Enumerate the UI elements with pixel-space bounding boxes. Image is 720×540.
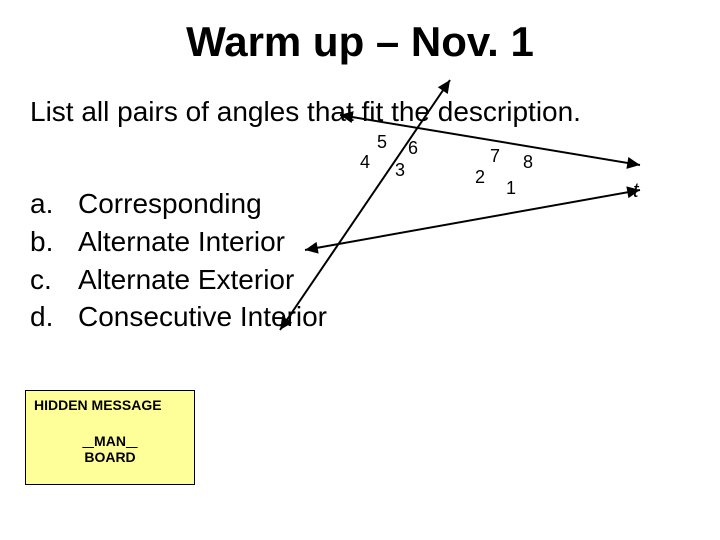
angle-label: 5 xyxy=(377,132,387,153)
list-item: c. Alternate Exterior xyxy=(30,261,327,299)
angle-label: 4 xyxy=(360,152,370,173)
list-letter: a. xyxy=(30,185,78,223)
list-letter: c. xyxy=(30,261,78,299)
subtitle: List all pairs of angles that fit the de… xyxy=(30,96,581,128)
list-text: Corresponding xyxy=(78,185,262,223)
hidden-message-line2: BOARD xyxy=(84,449,135,465)
list-item: b. Alternate Interior xyxy=(30,223,327,261)
angle-label: 6 xyxy=(408,138,418,159)
angle-label: 7 xyxy=(490,146,500,167)
angle-label: 1 xyxy=(506,178,516,199)
angle-label: 3 xyxy=(395,160,405,181)
angle-type-list: a. Corresponding b. Alternate Interior c… xyxy=(30,185,327,336)
list-letter: b. xyxy=(30,223,78,261)
angle-label: 2 xyxy=(475,167,485,188)
list-text: Consecutive Interior xyxy=(78,298,327,336)
hidden-message-heading: HIDDEN MESSAGE xyxy=(34,397,186,413)
page-title: Warm up – Nov. 1 xyxy=(0,18,720,66)
transversal-label: t xyxy=(633,180,639,203)
list-text: Alternate Interior xyxy=(78,223,285,261)
list-text: Alternate Exterior xyxy=(78,261,294,299)
hidden-message-line1: MAN xyxy=(82,433,137,449)
angle-label: 8 xyxy=(523,152,533,173)
list-letter: d. xyxy=(30,298,78,336)
list-item: a. Corresponding xyxy=(30,185,327,223)
list-item: d. Consecutive Interior xyxy=(30,298,327,336)
hidden-message-box: HIDDEN MESSAGE MAN BOARD xyxy=(25,390,195,485)
